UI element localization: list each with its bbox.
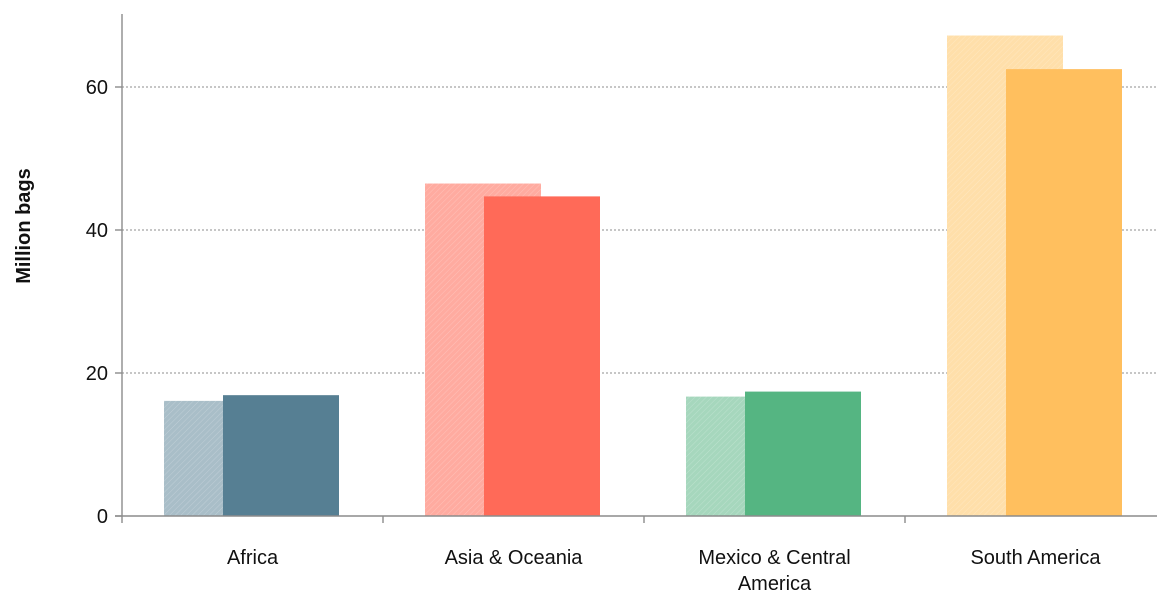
y-tick-label-20: 20	[86, 363, 108, 385]
gridlines	[122, 86, 1157, 374]
y-axis-title: Million bags	[13, 168, 35, 284]
bars	[164, 35, 1122, 517]
x-category-label-2: Mexico & Central America	[698, 547, 850, 595]
axes	[115, 14, 1157, 523]
x-category-label-0: Africa	[227, 547, 279, 569]
y-tick-labels: 0 20 40 60	[86, 77, 108, 528]
y-tick-label-60: 60	[86, 77, 108, 99]
y-tick-label-0: 0	[97, 506, 108, 528]
y-tick-label-40: 40	[86, 220, 108, 242]
x-category-label-3: South America	[970, 547, 1101, 569]
x-category-labels: Africa Asia & Oceania Mexico & Central Amer…	[227, 547, 1101, 595]
bar-series2-2	[745, 391, 861, 516]
bar-series2-0	[223, 395, 339, 516]
x-category-label-1: Asia & Oceania	[445, 547, 584, 569]
bar-series2-3	[1006, 69, 1122, 516]
bar-series2-1	[484, 196, 600, 516]
